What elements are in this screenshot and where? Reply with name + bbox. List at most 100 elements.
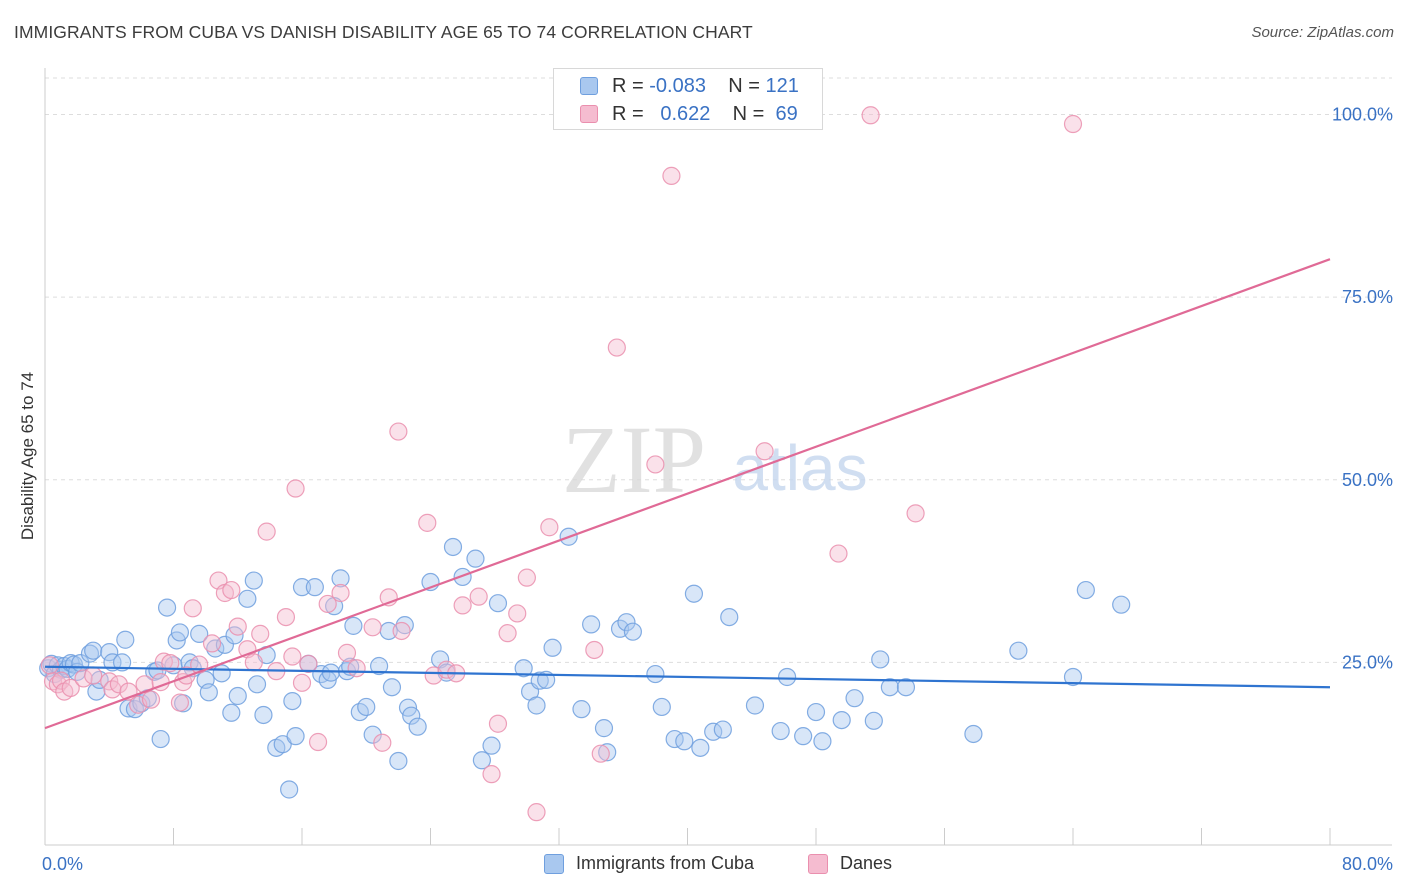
point-danes bbox=[331, 583, 350, 603]
point-cuba bbox=[84, 641, 103, 660]
point-cuba bbox=[280, 780, 299, 799]
point-danes bbox=[286, 479, 305, 498]
watermark-atlas: atlas bbox=[732, 432, 867, 504]
x-tick-label: 0.0% bbox=[42, 854, 83, 874]
series-legend: Immigrants from Cuba Danes bbox=[0, 852, 1406, 878]
point-danes bbox=[222, 580, 241, 600]
legend-swatch-cuba bbox=[544, 854, 564, 874]
point-danes bbox=[318, 594, 337, 614]
point-cuba bbox=[344, 616, 363, 635]
axes bbox=[44, 68, 1392, 846]
point-danes bbox=[662, 166, 681, 185]
point-cuba bbox=[845, 689, 864, 708]
point-danes bbox=[109, 675, 128, 694]
point-danes bbox=[347, 659, 366, 678]
point-danes bbox=[591, 744, 610, 763]
point-cuba bbox=[222, 703, 241, 722]
point-cuba bbox=[321, 663, 341, 682]
point-cuba bbox=[443, 537, 463, 557]
point-cuba bbox=[543, 638, 562, 657]
point-cuba bbox=[964, 724, 983, 744]
point-cuba bbox=[832, 710, 851, 730]
point-danes bbox=[488, 714, 508, 733]
x-tick-label: 80.0% bbox=[1342, 854, 1393, 874]
point-danes bbox=[829, 544, 848, 563]
point-cuba bbox=[720, 607, 739, 627]
point-danes bbox=[257, 522, 276, 541]
point-cuba bbox=[116, 630, 135, 649]
trend-line-cuba bbox=[44, 665, 1331, 689]
point-cuba bbox=[1009, 641, 1028, 660]
point-danes bbox=[469, 587, 488, 606]
point-cuba bbox=[813, 732, 832, 751]
point-danes bbox=[308, 732, 328, 752]
source-label: Source: ZipAtlas.com bbox=[1251, 24, 1394, 41]
point-cuba bbox=[244, 571, 263, 590]
legend-n-value: 121 bbox=[765, 75, 799, 97]
chart-title: IMMIGRANTS FROM CUBA VS DANISH DISABILIT… bbox=[14, 22, 753, 42]
point-cuba bbox=[151, 729, 170, 749]
point-cuba bbox=[283, 691, 302, 711]
point-cuba bbox=[199, 683, 218, 702]
point-danes bbox=[418, 513, 437, 532]
point-cuba bbox=[305, 578, 324, 597]
point-cuba bbox=[598, 743, 617, 762]
point-danes bbox=[84, 666, 103, 685]
y-tick-label: 100.0% bbox=[1332, 105, 1393, 125]
point-cuba bbox=[1063, 667, 1083, 687]
point-danes bbox=[292, 673, 312, 692]
point-cuba bbox=[572, 700, 591, 719]
legend-label-cuba: Immigrants from Cuba bbox=[576, 853, 755, 873]
point-danes bbox=[540, 518, 559, 537]
point-danes bbox=[373, 733, 392, 752]
point-danes bbox=[389, 422, 408, 441]
point-cuba bbox=[488, 594, 508, 613]
point-cuba bbox=[228, 686, 247, 706]
point-cuba bbox=[896, 678, 916, 697]
point-cuba bbox=[382, 678, 402, 697]
point-cuba bbox=[691, 738, 710, 757]
point-cuba bbox=[880, 678, 899, 697]
point-cuba bbox=[370, 656, 389, 676]
point-cuba bbox=[806, 702, 826, 722]
point-cuba bbox=[530, 671, 549, 690]
point-danes bbox=[861, 106, 880, 125]
point-cuba bbox=[482, 736, 501, 755]
legend-r-label: R = bbox=[612, 75, 644, 97]
trend-lines bbox=[44, 258, 1331, 730]
point-cuba bbox=[80, 644, 100, 663]
point-danes bbox=[251, 624, 270, 643]
point-danes bbox=[755, 442, 774, 461]
point-cuba bbox=[1112, 595, 1131, 614]
point-cuba bbox=[617, 613, 636, 632]
point-danes bbox=[202, 634, 222, 653]
trend-line-danes bbox=[44, 258, 1331, 730]
point-cuba bbox=[864, 711, 883, 730]
point-cuba bbox=[408, 717, 427, 736]
point-cuba bbox=[190, 624, 209, 643]
point-cuba bbox=[794, 727, 813, 746]
point-cuba bbox=[582, 615, 601, 634]
point-danes bbox=[141, 690, 161, 709]
point-cuba bbox=[254, 705, 273, 725]
point-danes bbox=[154, 652, 173, 671]
point-cuba bbox=[777, 667, 797, 687]
point-cuba bbox=[1076, 580, 1095, 600]
point-cuba bbox=[238, 589, 257, 608]
point-danes bbox=[337, 643, 357, 662]
legend-r-value: 0.622 bbox=[660, 103, 711, 125]
watermark: ZIP atlas bbox=[562, 406, 868, 513]
point-cuba bbox=[273, 735, 292, 754]
legend-swatch-cuba bbox=[580, 77, 598, 95]
point-danes bbox=[585, 640, 604, 660]
point-cuba bbox=[466, 549, 485, 568]
point-cuba bbox=[472, 751, 491, 770]
point-danes bbox=[392, 621, 411, 641]
point-cuba bbox=[514, 659, 533, 678]
point-cuba bbox=[331, 569, 350, 588]
legend-n-label: N = bbox=[732, 103, 765, 125]
point-danes bbox=[517, 568, 536, 587]
point-danes bbox=[40, 656, 59, 675]
point-cuba bbox=[745, 696, 765, 715]
legend-n-label: N = bbox=[728, 75, 760, 97]
